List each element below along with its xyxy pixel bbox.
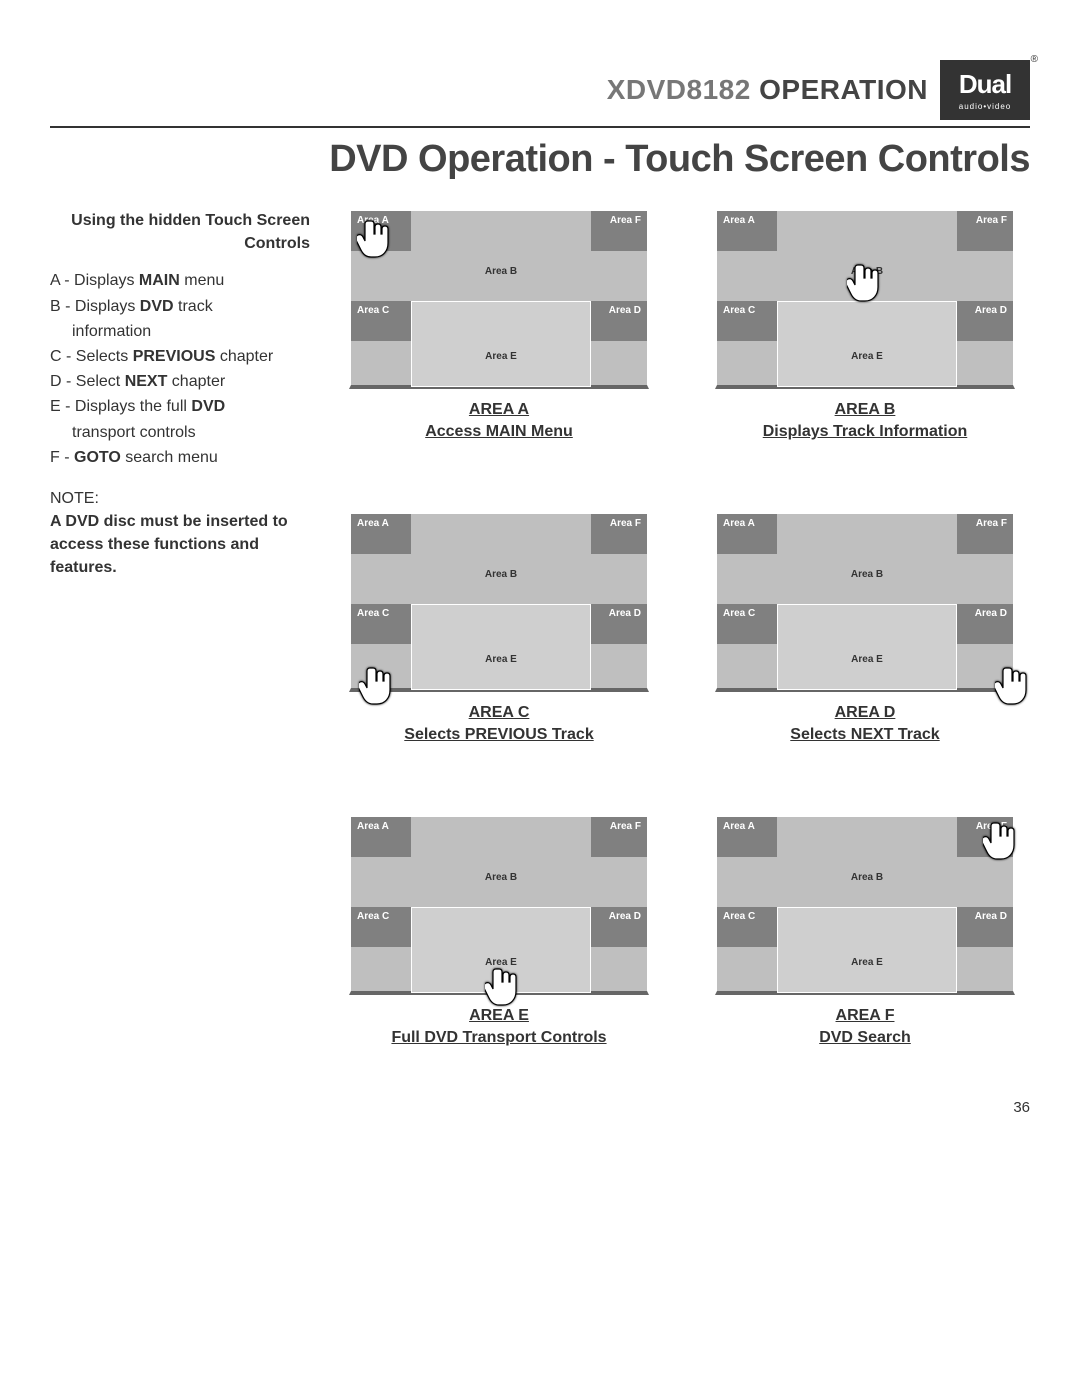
- zone-d: Area D: [587, 301, 647, 341]
- brand-subtitle: audio•video: [959, 102, 1012, 111]
- zone-f: Area F: [953, 211, 1013, 251]
- panel-caption: AREA CSelects PREVIOUS Track: [404, 702, 593, 745]
- zone-b: Area B: [777, 817, 957, 907]
- sidebar-heading: Using the hidden Touch Screen Controls: [50, 209, 310, 255]
- zone-b: Area B: [411, 817, 591, 907]
- zone-d: Area D: [587, 604, 647, 644]
- zone-a: Area A: [351, 211, 411, 251]
- operation-label: OPERATION: [759, 74, 928, 105]
- zone-d: Area D: [953, 907, 1013, 947]
- brand-name: Dual: [959, 69, 1011, 100]
- page-header: XDVD8182 OPERATION ® Dual audio•video: [50, 60, 1030, 120]
- zone-b: Area B: [777, 514, 957, 604]
- zone-c: Area C: [717, 604, 777, 644]
- hand-pointer-icon: [995, 664, 1031, 708]
- panel-caption: AREA AAccess MAIN Menu: [425, 399, 573, 442]
- hand-pointer-icon: [359, 664, 395, 708]
- def-d: D - Select NEXT chapter: [50, 370, 310, 393]
- page-title: DVD Operation - Touch Screen Controls: [50, 138, 1030, 181]
- zone-f: Area F: [587, 817, 647, 857]
- panel-caption: AREA BDisplays Track Information: [763, 399, 968, 442]
- header-title: XDVD8182 OPERATION: [607, 74, 928, 106]
- def-b-cont: information: [50, 320, 310, 343]
- zone-f: Area F: [587, 514, 647, 554]
- def-b: B - Displays DVD track: [50, 295, 310, 318]
- zone-a: Area A: [717, 817, 777, 857]
- zone-e: Area E: [777, 907, 957, 993]
- zone-e: Area E: [777, 604, 957, 690]
- note-body: A DVD disc must be inserted to access th…: [50, 510, 310, 580]
- zone-b: Area B: [411, 211, 591, 301]
- touch-diagram: Area A Area FArea BArea C Area DArea E: [715, 512, 1015, 692]
- zone-f: Area F: [953, 817, 1013, 857]
- def-e: E - Displays the full DVD: [50, 395, 310, 418]
- touch-diagram: Area A Area FArea BArea C Area DArea E: [715, 209, 1015, 389]
- zone-b: Area B: [777, 211, 957, 301]
- def-a: A - Displays MAIN menu: [50, 269, 310, 292]
- zone-c: Area C: [351, 907, 411, 947]
- panel-area-b: Area A Area FArea BArea C Area DArea E ARE…: [700, 209, 1030, 442]
- sidebar: Using the hidden Touch Screen Controls A…: [50, 209, 310, 580]
- zone-f: Area F: [587, 211, 647, 251]
- page-number: 36: [50, 1099, 1030, 1116]
- touch-diagram: Area A Area FArea BArea C Area DArea E: [349, 209, 649, 389]
- zone-c: Area C: [717, 907, 777, 947]
- touch-diagram: Area A Area FArea BArea C Area DArea E: [715, 815, 1015, 995]
- panel-caption: AREA EFull DVD Transport Controls: [391, 1005, 606, 1048]
- zone-a: Area A: [717, 211, 777, 251]
- panel-caption: AREA FDVD Search: [819, 1005, 911, 1048]
- zone-d: Area D: [953, 604, 1013, 644]
- panel-area-d: Area A Area FArea BArea C Area DArea E ARE…: [700, 512, 1030, 745]
- zone-e: Area E: [411, 907, 591, 993]
- header-rule: [50, 126, 1030, 128]
- zone-d: Area D: [953, 301, 1013, 341]
- def-c: C - Selects PREVIOUS chapter: [50, 345, 310, 368]
- panel-area-c: Area A Area FArea BArea C Area DArea E ARE…: [334, 512, 664, 745]
- zone-a: Area A: [351, 514, 411, 554]
- zone-e: Area E: [411, 604, 591, 690]
- zone-b: Area B: [411, 514, 591, 604]
- diagram-grid: Area AArea FArea BArea CArea DArea E ARE…: [334, 209, 1030, 1049]
- note-label: NOTE:: [50, 487, 310, 510]
- zone-e: Area E: [777, 301, 957, 387]
- def-f: F - GOTO search menu: [50, 446, 310, 469]
- panel-area-f: Area A Area FArea BArea C Area DArea E ARE…: [700, 815, 1030, 1048]
- zone-f: Area F: [953, 514, 1013, 554]
- zone-c: Area C: [351, 604, 411, 644]
- def-e-cont: transport controls: [50, 421, 310, 444]
- zone-a: Area A: [717, 514, 777, 554]
- panel-caption: AREA DSelects NEXT Track: [790, 702, 939, 745]
- zone-c: Area C: [717, 301, 777, 341]
- control-definitions: A - Displays MAIN menu B - Displays DVD …: [50, 269, 310, 469]
- zone-e: Area E: [411, 301, 591, 387]
- registered-mark: ®: [1031, 54, 1038, 65]
- touch-diagram: Area A Area FArea BArea C Area DArea E: [349, 512, 649, 692]
- zone-c: Area C: [351, 301, 411, 341]
- zone-a: Area A: [351, 817, 411, 857]
- brand-logo: ® Dual audio•video: [940, 60, 1030, 120]
- panel-area-e: Area A Area FArea BArea C Area DArea E ARE…: [334, 815, 664, 1048]
- panel-area-a: Area A Area FArea BArea C Area DArea E ARE…: [334, 209, 664, 442]
- model-number: XDVD8182: [607, 74, 751, 105]
- touch-diagram: Area A Area FArea BArea C Area DArea E: [349, 815, 649, 995]
- zone-d: Area D: [587, 907, 647, 947]
